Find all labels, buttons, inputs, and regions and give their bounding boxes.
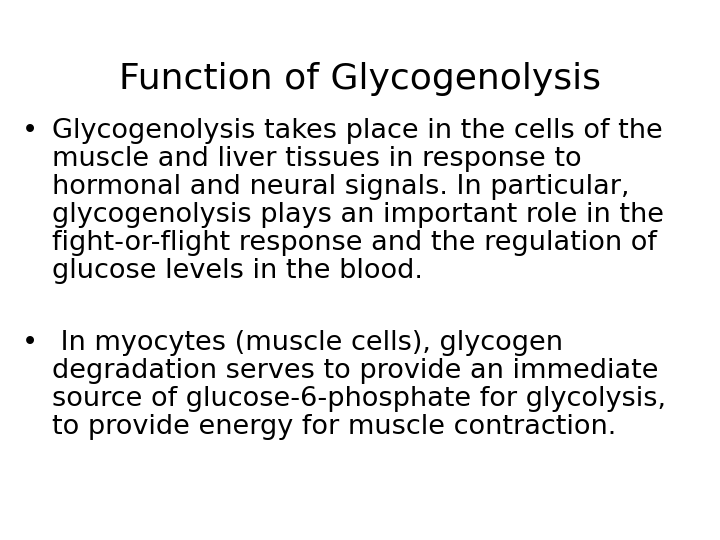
Text: hormonal and neural signals. In particular,: hormonal and neural signals. In particul… <box>52 174 629 200</box>
Text: source of glucose-6-phosphate for glycolysis,: source of glucose-6-phosphate for glycol… <box>52 386 666 412</box>
Text: degradation serves to provide an immediate: degradation serves to provide an immedia… <box>52 358 659 384</box>
Text: •: • <box>22 118 38 144</box>
Text: to provide energy for muscle contraction.: to provide energy for muscle contraction… <box>52 414 616 440</box>
Text: glycogenolysis plays an important role in the: glycogenolysis plays an important role i… <box>52 202 664 228</box>
Text: Function of Glycogenolysis: Function of Glycogenolysis <box>119 62 601 96</box>
Text: glucose levels in the blood.: glucose levels in the blood. <box>52 258 423 284</box>
Text: muscle and liver tissues in response to: muscle and liver tissues in response to <box>52 146 582 172</box>
Text: In myocytes (muscle cells), glycogen: In myocytes (muscle cells), glycogen <box>52 330 563 356</box>
Text: Glycogenolysis takes place in the cells of the: Glycogenolysis takes place in the cells … <box>52 118 662 144</box>
Text: •: • <box>22 330 38 356</box>
Text: fight-or-flight response and the regulation of: fight-or-flight response and the regulat… <box>52 230 657 256</box>
